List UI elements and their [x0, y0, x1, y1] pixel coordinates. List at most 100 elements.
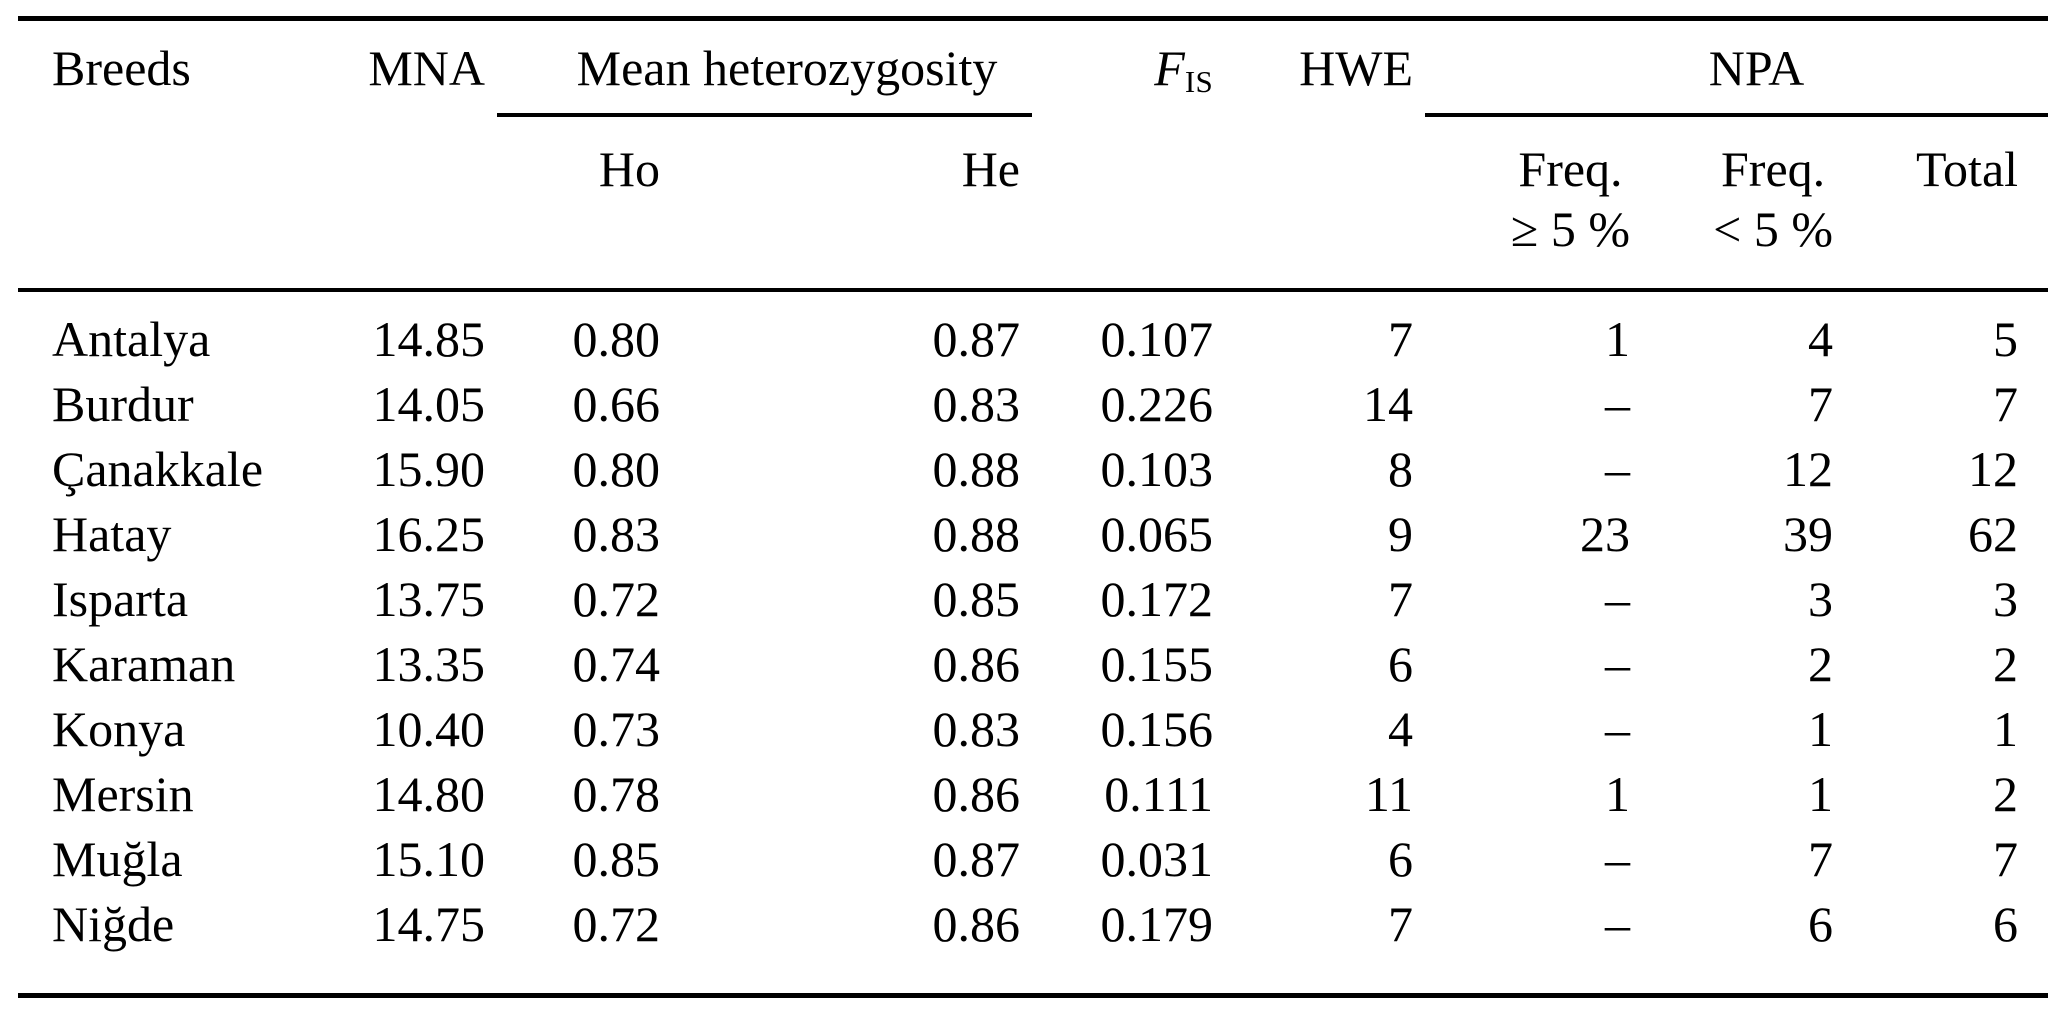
cell-freq-lt: 2: [1808, 635, 1834, 692]
cell-mna: 14.85: [372, 310, 486, 367]
cell-total: 2: [1993, 765, 2019, 822]
cell-he: 0.88: [932, 440, 1021, 497]
cell-he: 0.86: [932, 895, 1021, 952]
cell-hwe: 7: [1388, 570, 1414, 627]
cell-he: 0.86: [932, 765, 1021, 822]
header-row-sub: Ho He Freq. ≥ 5 % Freq. < 5 % Total: [18, 117, 2049, 292]
table-row: Konya 10.40 0.73 0.83 0.156 4 – 1 1: [18, 696, 2048, 761]
cell-fis: 0.156: [1100, 700, 1214, 757]
cell-hwe: 7: [1388, 895, 1414, 952]
cell-freq-ge: –: [1605, 440, 1631, 497]
cell-freq-ge: –: [1605, 700, 1631, 757]
cell-mna: 13.35: [372, 635, 486, 692]
column-header-freq-lt-5: Freq. < 5 %: [1642, 117, 1846, 292]
cell-freq-lt: 4: [1808, 310, 1834, 367]
cell-he: 0.83: [932, 375, 1021, 432]
cell-total: 7: [1993, 830, 2019, 887]
cell-breed: Çanakkale: [52, 440, 264, 497]
column-header-mna: MNA: [310, 21, 497, 292]
table-row: Çanakkale 15.90 0.80 0.88 0.103 8 – 12 12: [18, 436, 2048, 501]
table-body: Antalya 14.85 0.80 0.87 0.107 7 1 4 5 Burdur 14.05…: [18, 292, 2048, 993]
cell-freq-lt: 7: [1808, 375, 1834, 432]
cell-hwe: 4: [1388, 700, 1414, 757]
cell-mna: 13.75: [372, 570, 486, 627]
cell-freq-ge: 1: [1605, 765, 1631, 822]
cell-breed: Konya: [52, 700, 186, 757]
column-header-freq-ge-5: Freq. ≥ 5 %: [1425, 117, 1643, 292]
cell-ho: 0.80: [572, 310, 661, 367]
cell-fis: 0.172: [1100, 570, 1214, 627]
cell-total: 5: [1993, 310, 2019, 367]
column-header-fis: FIS: [1032, 21, 1226, 292]
table-row: Burdur 14.05 0.66 0.83 0.226 14 – 7 7: [18, 371, 2048, 436]
cell-breed: Karaman: [52, 635, 236, 692]
cell-mna: 15.90: [372, 440, 486, 497]
freq-lt-5-label: Freq. < 5 %: [1713, 139, 1833, 259]
cell-fis: 0.111: [1104, 765, 1214, 822]
cell-mna: 14.05: [372, 375, 486, 432]
cell-fis: 0.155: [1100, 635, 1214, 692]
column-header-he: He: [672, 117, 1033, 292]
cell-breed: Antalya: [52, 310, 211, 367]
cell-hwe: 14: [1363, 375, 1414, 432]
cell-mna: 14.75: [372, 895, 486, 952]
cell-total: 62: [1968, 505, 2019, 562]
cell-freq-lt: 7: [1808, 830, 1834, 887]
cell-he: 0.86: [932, 635, 1021, 692]
column-group-npa: NPA: [1425, 21, 2049, 117]
freq-label-line1: Freq.: [1721, 141, 1826, 197]
cell-he: 0.83: [932, 700, 1021, 757]
cell-freq-ge: 23: [1580, 505, 1631, 562]
cell-ho: 0.78: [572, 765, 661, 822]
cell-freq-lt: 1: [1808, 765, 1834, 822]
cell-breed: Hatay: [52, 505, 172, 562]
cell-hwe: 6: [1388, 830, 1414, 887]
cell-breed: Muğla: [52, 830, 183, 887]
cell-mna: 16.25: [372, 505, 486, 562]
freq-label-line1: Freq.: [1518, 141, 1623, 197]
table-row: Mersin 14.80 0.78 0.86 0.111 11 1 1 2: [18, 761, 2048, 826]
cell-total: 12: [1968, 440, 2019, 497]
cell-hwe: 8: [1388, 440, 1414, 497]
cell-hwe: 9: [1388, 505, 1414, 562]
cell-freq-ge: –: [1605, 375, 1631, 432]
cell-breed: Niğde: [52, 895, 175, 952]
table-row: Hatay 16.25 0.83 0.88 0.065 9 23 39 62: [18, 501, 2048, 566]
table-row: Muğla 15.10 0.85 0.87 0.031 6 – 7 7: [18, 826, 2048, 891]
cell-breed: Isparta: [52, 570, 189, 627]
table-row: Isparta 13.75 0.72 0.85 0.172 7 – 3 3: [18, 566, 2048, 631]
cell-freq-ge: –: [1605, 635, 1631, 692]
column-header-total: Total: [1845, 117, 2049, 292]
cell-fis: 0.031: [1100, 830, 1214, 887]
cell-he: 0.88: [932, 505, 1021, 562]
cell-freq-ge: –: [1605, 570, 1631, 627]
cell-ho: 0.74: [572, 635, 661, 692]
cell-freq-lt: 6: [1808, 895, 1834, 952]
cell-mna: 10.40: [372, 700, 486, 757]
table-row: Karaman 13.35 0.74 0.86 0.155 6 – 2 2: [18, 631, 2048, 696]
cell-hwe: 11: [1364, 765, 1414, 822]
column-header-hwe: HWE: [1225, 21, 1426, 292]
cell-he: 0.87: [932, 830, 1021, 887]
cell-freq-ge: –: [1605, 830, 1631, 887]
cell-breed: Burdur: [52, 375, 194, 432]
cell-ho: 0.85: [572, 830, 661, 887]
cell-total: 1: [1993, 700, 2019, 757]
cell-total: 6: [1993, 895, 2019, 952]
cell-freq-lt: 12: [1783, 440, 1834, 497]
cell-total: 3: [1993, 570, 2019, 627]
cell-mna: 15.10: [372, 830, 486, 887]
freq-label-line2: ≥ 5 %: [1510, 201, 1631, 257]
cell-fis: 0.226: [1100, 375, 1214, 432]
header-row-top: Breeds MNA Mean heterozygosity FIS HWE N…: [18, 21, 2049, 292]
column-group-mean-heterozygosity: Mean heterozygosity: [497, 21, 1033, 117]
cell-fis: 0.065: [1100, 505, 1214, 562]
cell-freq-lt: 1: [1808, 700, 1834, 757]
table-row: Niğde 14.75 0.72 0.86 0.179 7 – 6 6: [18, 891, 2048, 993]
cell-freq-ge: 1: [1605, 310, 1631, 367]
cell-freq-lt: 3: [1808, 570, 1834, 627]
cell-fis: 0.179: [1100, 895, 1214, 952]
table-header: Breeds MNA Mean heterozygosity FIS HWE N…: [18, 21, 2049, 292]
cell-ho: 0.80: [572, 440, 661, 497]
